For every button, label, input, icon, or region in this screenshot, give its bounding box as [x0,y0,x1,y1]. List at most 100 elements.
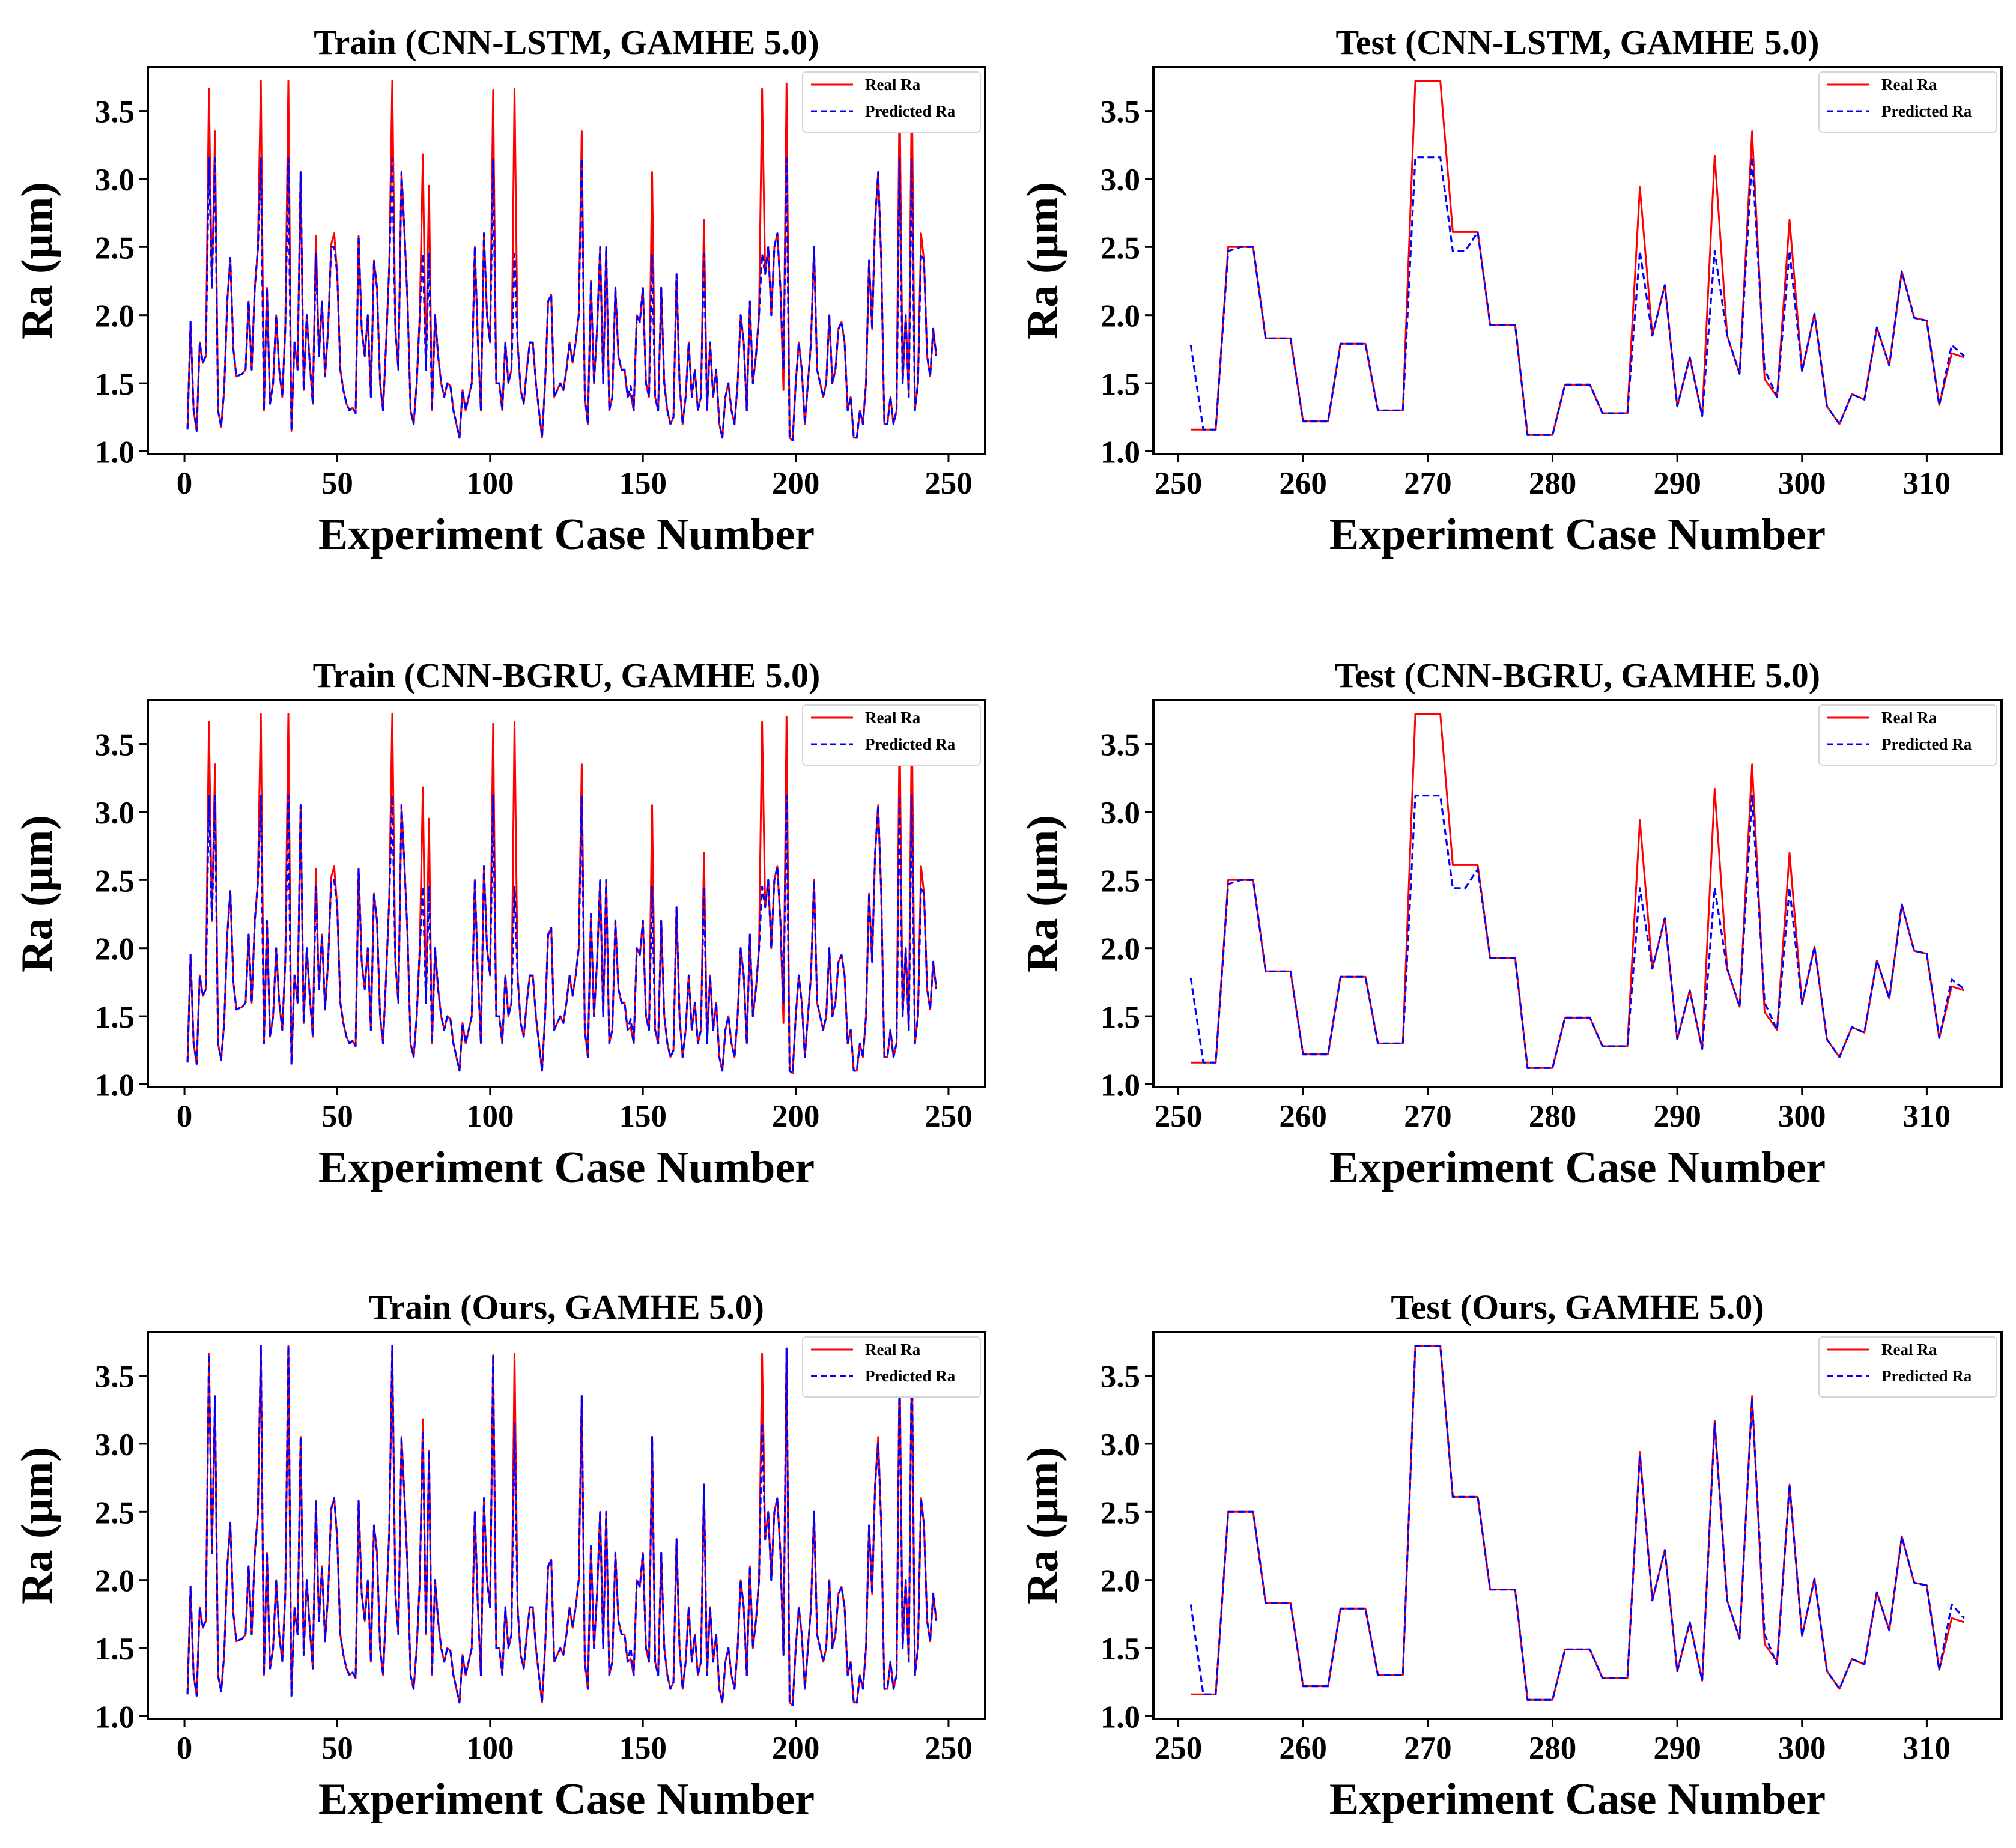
x-tick-label: 250 [925,1731,973,1766]
y-axis-label: Ra (μm) [1018,815,1067,972]
x-axis-label: Experiment Case Number [1329,510,1826,559]
x-tick-label: 290 [1653,1099,1701,1134]
y-tick-label: 2.0 [1101,1564,1140,1599]
x-tick-label: 150 [619,466,667,501]
x-tick-label: 50 [321,1731,353,1766]
legend-label-predicted-ra: Predicted Ra [1881,735,1972,753]
x-tick-label: 250 [925,1099,973,1134]
y-tick-label: 2.5 [95,231,135,265]
series-line-real-ra [1191,1345,1965,1701]
x-tick-label: 0 [177,1099,193,1134]
legend-label-real-ra: Real Ra [1881,76,1937,94]
x-tick-label: 200 [772,1731,820,1766]
x-tick-label: 260 [1279,466,1327,501]
y-axis-label: Ra (μm) [1018,1447,1067,1604]
chart-title: Train (CNN-BGRU, GAMHE 5.0) [313,656,821,695]
y-tick-label: 3.0 [1101,1428,1140,1462]
x-tick-label: 280 [1529,466,1577,501]
legend-label-predicted-ra: Predicted Ra [865,102,956,120]
x-tick-label: 260 [1279,1731,1327,1766]
plot-frame [1152,66,2003,455]
x-tick-label: 300 [1778,1099,1826,1134]
y-tick-label: 2.5 [1101,864,1140,898]
y-tick-label: 2.0 [1101,932,1140,967]
y-tick-label: 2.5 [1101,231,1140,265]
legend-box [802,71,981,133]
y-tick-label: 3.5 [95,1360,135,1395]
legend-box [802,1336,981,1398]
legend: Real Ra Predicted Ra [802,71,981,133]
x-tick-label: 300 [1778,1731,1826,1766]
x-tick-label: 250 [1155,1731,1203,1766]
y-axis-label: Ra (μm) [13,815,62,972]
y-tick-label: 3.0 [1101,796,1140,831]
x-axis-label: Experiment Case Number [318,510,815,559]
y-tick-label: 2.0 [95,299,135,334]
series-line-predicted-ra [1189,1345,1965,1701]
x-tick-label: 290 [1653,1731,1701,1766]
x-tick-label: 50 [321,466,353,501]
x-axis-label: Experiment Case Number [318,1775,815,1824]
y-tick-label: 1.0 [1101,1068,1140,1103]
chart-panel-2: Test (CNN-LSTM, GAMHE 5.0) 250 260 270 280 29… [1018,23,2003,559]
y-tick-label: 1.5 [95,1000,135,1035]
series-line-real-ra [186,713,938,1074]
y-tick-label: 3.0 [95,1428,135,1462]
legend-label-real-ra: Real Ra [865,1341,921,1359]
y-tick-label: 2.5 [95,864,135,898]
y-tick-label: 1.0 [95,435,135,470]
legend: Real Ra Predicted Ra [1818,704,1997,766]
series-line-predicted-ra [186,795,938,1074]
legend-label-predicted-ra: Predicted Ra [1881,102,1972,120]
x-tick-label: 250 [1155,466,1203,501]
x-axis-label: Experiment Case Number [1329,1775,1826,1824]
y-tick-label: 1.5 [95,1632,135,1667]
x-axis-label: Experiment Case Number [1329,1143,1826,1192]
series-line-real-ra [1191,713,1965,1069]
series-line-real-ra [186,80,938,441]
y-axis-label: Ra (μm) [13,1447,62,1604]
x-tick-label: 290 [1653,466,1701,501]
y-tick-label: 2.5 [1101,1495,1140,1530]
chart-panel-6: Test (Ours, GAMHE 5.0) 250 260 270 280 290 300… [1018,1288,2003,1824]
legend-box [1818,71,1997,133]
series-line-predicted-ra [186,1345,938,1706]
legend-label-predicted-ra: Predicted Ra [1881,1367,1972,1385]
y-tick-label: 3.0 [1101,163,1140,198]
chart-panel-5: Train (Ours, GAMHE 5.0) 0 50 100 150 200 250 1.… [13,1288,986,1824]
legend-label-real-ra: Real Ra [1881,1341,1937,1359]
x-tick-label: 100 [466,1731,514,1766]
y-axis-label: Ra (μm) [13,182,62,339]
chart-title: Test (CNN-BGRU, GAMHE 5.0) [1335,656,1820,695]
x-tick-label: 0 [177,466,193,501]
plot-frame [1152,699,2003,1088]
y-tick-label: 1.0 [95,1068,135,1103]
legend-label-real-ra: Real Ra [865,76,921,94]
x-tick-label: 200 [772,466,820,501]
chart-title: Test (CNN-LSTM, GAMHE 5.0) [1335,23,1819,62]
chart-title: Train (CNN-LSTM, GAMHE 5.0) [314,23,819,62]
y-tick-label: 3.0 [95,796,135,831]
y-tick-label: 1.0 [1101,1700,1140,1734]
chart-title: Train (Ours, GAMHE 5.0) [369,1288,764,1327]
y-tick-label: 3.5 [95,95,135,130]
y-tick-label: 2.0 [95,1564,135,1599]
x-tick-label: 270 [1404,466,1452,501]
x-tick-label: 270 [1404,1731,1452,1766]
legend: Real Ra Predicted Ra [1818,71,1997,133]
y-tick-label: 3.5 [1101,1360,1140,1395]
legend-box [802,704,981,766]
chart-panel-1: Train (CNN-LSTM, GAMHE 5.0) 0 50 100 150 200 2… [13,23,986,559]
series-line-predicted-ra [1189,156,1965,436]
y-axis-label: Ra (μm) [1018,182,1067,339]
y-tick-label: 1.5 [1101,1632,1140,1667]
series-line-predicted-ra [1189,795,1965,1069]
x-tick-label: 0 [177,1731,193,1766]
x-tick-label: 100 [466,1099,514,1134]
y-tick-label: 3.5 [1101,95,1140,130]
x-tick-label: 100 [466,466,514,501]
y-tick-label: 1.5 [95,367,135,402]
x-tick-label: 150 [619,1731,667,1766]
legend: Real Ra Predicted Ra [802,704,981,766]
